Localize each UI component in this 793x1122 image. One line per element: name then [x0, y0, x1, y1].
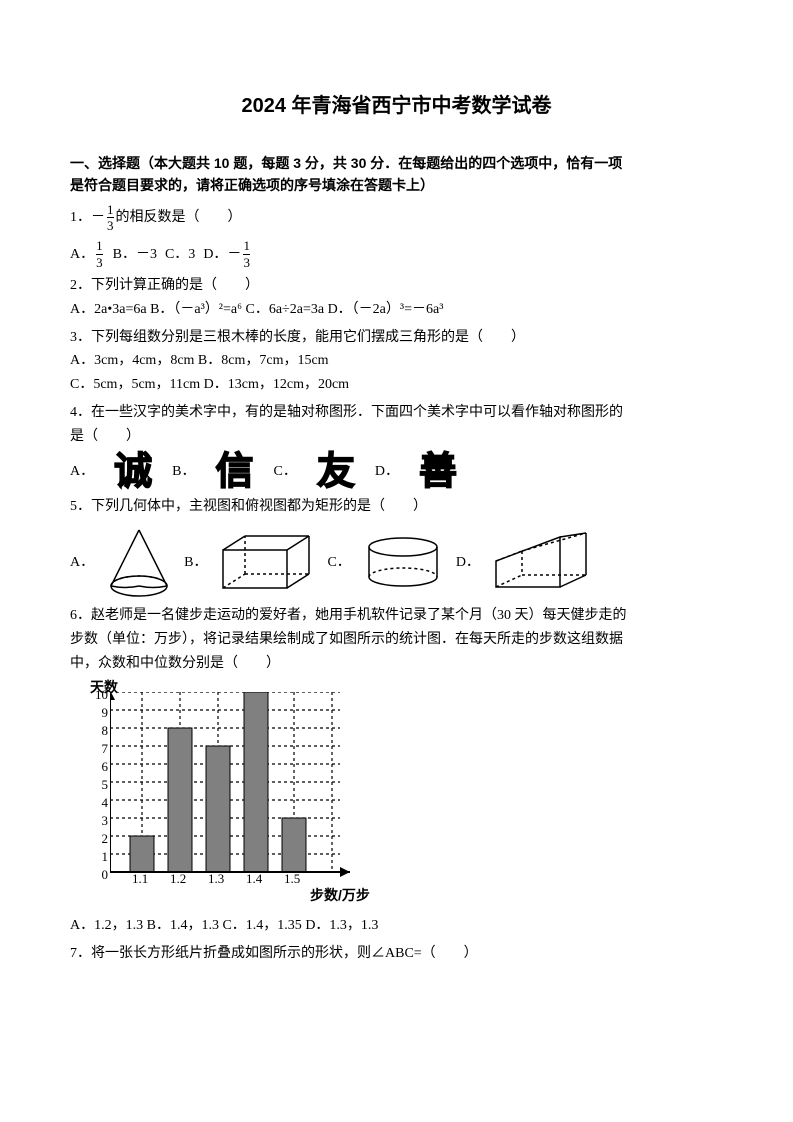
- cuboid-icon: [217, 532, 317, 594]
- hanzi-shan-icon: 善: [419, 453, 457, 491]
- q2-option-d: D．（－2a）³=－6a³: [328, 302, 444, 317]
- q4-stem-line2: 是（ ）: [70, 425, 723, 449]
- option-label: A．: [70, 243, 94, 267]
- fraction-icon: 1 3: [96, 239, 103, 270]
- q5-label-c: C．: [327, 551, 350, 575]
- q1-option-a: A． 1 3: [70, 239, 105, 270]
- q4-label-b: B．: [172, 460, 195, 484]
- cylinder-icon: [361, 535, 446, 591]
- q1-stem-pre: 1．－: [70, 206, 105, 230]
- section-header-line1: 一、选择题（本大题共 10 题，每题 3 分，共 30 分．在每题给出的四个选项…: [70, 155, 622, 171]
- hanzi-cheng-icon: 诚: [114, 453, 152, 491]
- q2-stem: 2．下列计算正确的是（ ）: [70, 274, 723, 298]
- q3-stem: 3．下列每组数分别是三根木棒的长度，能用它们摆成三角形的是（ ）: [70, 326, 723, 350]
- question-3: 3．下列每组数分别是三根木棒的长度，能用它们摆成三角形的是（ ） A．3cm，4…: [70, 326, 723, 397]
- q6-option-c: C．1.4，1.35: [222, 918, 301, 933]
- q1-stem-post: 的相反数是（ ）: [116, 206, 242, 230]
- chart-ytick: 10: [90, 684, 108, 706]
- chart-xtick: 1.4: [246, 868, 262, 890]
- bar-chart-svg: [110, 692, 400, 892]
- chart-xtick: 1.5: [284, 868, 300, 890]
- q2-option-a: A．2a•3a=6a: [70, 302, 147, 317]
- q7-stem: 7．将一张长方形纸片折叠成如图所示的形状，则∠ABC=（ ）: [70, 942, 723, 966]
- question-2: 2．下列计算正确的是（ ） A．2a•3a=6a B．（－a³）²=a⁶ C．6…: [70, 274, 723, 322]
- q1-option-c: C．3: [165, 243, 195, 267]
- q3-option-c: C．5cm，5cm，11cm: [70, 377, 200, 392]
- q6-option-b: B．1.4，1.3: [147, 918, 219, 933]
- bar-chart: 天数 012345678910 1.11.21.31.41.5 步数/万步: [74, 682, 404, 912]
- q5-label-d: D．: [456, 551, 480, 575]
- q2-option-c: C．6a÷2a=3a: [246, 302, 325, 317]
- q4-label-d: D．: [375, 460, 399, 484]
- question-6: 6．赵老师是一名健步走运动的爱好者，她用手机软件记录了某个月（30 天）每天健步…: [70, 604, 723, 937]
- frac-den: 3: [96, 254, 103, 270]
- frac-den: 3: [243, 254, 250, 270]
- q1-option-d: D．－ 1 3: [203, 239, 252, 270]
- frac-num: 1: [96, 239, 103, 253]
- chart-xlabel: 步数/万步: [310, 884, 370, 908]
- hanzi-you-icon: 友: [317, 453, 355, 491]
- prism-icon: [490, 531, 594, 595]
- fraction-icon: 1 3: [243, 239, 250, 270]
- cone-icon: [104, 526, 174, 600]
- q4-label-c: C．: [274, 460, 297, 484]
- q3-option-a: A．3cm，4cm，8cm: [70, 353, 194, 368]
- frac-num: 1: [243, 239, 250, 253]
- q1-option-b: B．－3: [113, 243, 157, 267]
- q6-stem-line1: 6．赵老师是一名健步走运动的爱好者，她用手机软件记录了某个月（30 天）每天健步…: [70, 604, 723, 628]
- frac-den: 3: [107, 217, 114, 233]
- question-1: 1．－ 1 3 的相反数是（ ） A． 1 3 B．－3 C．3 D．－ 1 3: [70, 203, 723, 270]
- frac-num: 1: [107, 203, 114, 217]
- q5-label-a: A．: [70, 551, 94, 575]
- q5-stem: 5．下列几何体中，主视图和俯视图都为矩形的是（ ）: [70, 495, 723, 519]
- hanzi-xin-icon: 信: [215, 453, 253, 491]
- q6-stem-line2: 步数（单位：万步），将记录结果绘制成了如图所示的统计图．在每天所走的步数这组数据: [70, 628, 723, 652]
- page-title: 2024 年青海省西宁市中考数学试卷: [70, 90, 723, 122]
- option-label: D．－: [203, 243, 241, 267]
- q5-label-b: B．: [184, 551, 207, 575]
- q6-stem-line3: 中，众数和中位数分别是（ ）: [70, 652, 723, 676]
- q2-option-b: B．（－a³）²=a⁶: [150, 302, 242, 317]
- section-header: 一、选择题（本大题共 10 题，每题 3 分，共 30 分．在每题给出的四个选项…: [70, 152, 723, 197]
- q4-stem-line1: 4．在一些汉字的美术字中，有的是轴对称图形．下面四个美术字中可以看作轴对称图形的: [70, 401, 723, 425]
- q6-option-d: D．1.3，1.3: [305, 918, 378, 933]
- q3-option-b: B．8cm，7cm，15cm: [198, 353, 329, 368]
- question-4: 4．在一些汉字的美术字中，有的是轴对称图形．下面四个美术字中可以看作轴对称图形的…: [70, 401, 723, 491]
- question-5: 5．下列几何体中，主视图和俯视图都为矩形的是（ ） A． B． C．: [70, 495, 723, 601]
- section-header-line2: 是符合题目要求的，请将正确选项的序号填涂在答题卡上）: [70, 177, 434, 193]
- q4-label-a: A．: [70, 460, 94, 484]
- chart-xtick: 1.2: [170, 868, 186, 890]
- fraction-icon: 1 3: [107, 203, 114, 234]
- q3-option-d: D．13cm，12cm，20cm: [204, 377, 349, 392]
- chart-xtick: 1.3: [208, 868, 224, 890]
- question-7: 7．将一张长方形纸片折叠成如图所示的形状，则∠ABC=（ ）: [70, 942, 723, 966]
- q6-option-a: A．1.2，1.3: [70, 918, 143, 933]
- chart-xtick: 1.1: [132, 868, 148, 890]
